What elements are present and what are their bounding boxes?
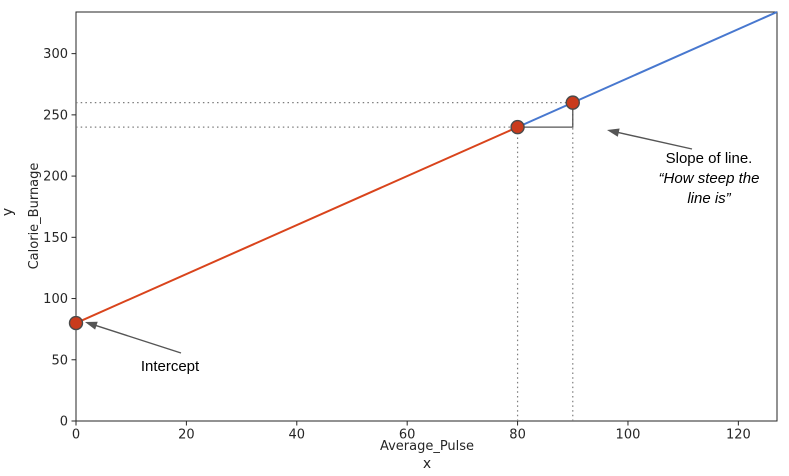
intercept-annotation-text-line: Intercept [141, 358, 200, 375]
intercept-point [68, 315, 84, 331]
intercept-annotation-text: Intercept [141, 358, 200, 375]
guide-lines-layer [76, 102, 574, 421]
y-tick-label: 50 [51, 353, 68, 368]
y-tick-label: 200 [43, 170, 68, 185]
y-tick-label: 0 [60, 415, 68, 430]
slope-annotation-text-line: Slope of line. [666, 150, 753, 167]
x-axis-label: Average_Pulse [380, 439, 474, 454]
line-series-layer [75, 11, 778, 324]
slope-annotation-text: Slope of line. “How steep the line is” [659, 150, 760, 207]
x-tick-label: 120 [726, 428, 751, 443]
x-tick-label: 100 [616, 428, 641, 443]
x-tick-label: 80 [509, 428, 526, 443]
plot-frame [75, 11, 778, 422]
slope-bracket-layer [517, 102, 574, 128]
y-axis-outer-label: y [0, 208, 16, 216]
slope-annotation-text-line: line is” [687, 190, 731, 207]
slope-run-point [510, 119, 525, 135]
annotations-layer: Slope of line. “How steep the line is” Inte… [85, 128, 760, 375]
intercept-annotation-arrow-line [92, 323, 182, 354]
data-points-layer [68, 95, 580, 331]
y-tick-label: 300 [43, 47, 68, 62]
slope-rise-point [565, 95, 580, 110]
x-axis-outer-label: x [423, 456, 431, 472]
slope-annotation-text-line: “How steep the [659, 170, 760, 187]
axis-ticks-layer: 0 20 40 60 80 100 120 0 50 100 150 200 250 300 [43, 47, 751, 442]
y-tick-label: 100 [43, 292, 68, 307]
line-lower-segment [75, 126, 518, 324]
x-tick-label: 0 [72, 428, 80, 443]
line-upper-segment [517, 11, 778, 129]
y-tick-label: 150 [43, 231, 68, 246]
y-axis-label: Calorie_Burnage [27, 163, 42, 270]
x-tick-label: 60 [399, 428, 416, 443]
x-tick-label: 40 [289, 428, 306, 443]
y-tick-label: 250 [43, 108, 68, 123]
slope-rise-run-bracket [517, 102, 574, 128]
slope-annotation-arrow-head [607, 128, 620, 137]
slope-annotation-arrow-line [615, 131, 693, 150]
intercept-annotation-arrow-head [85, 321, 98, 330]
x-tick-label: 20 [178, 428, 195, 443]
